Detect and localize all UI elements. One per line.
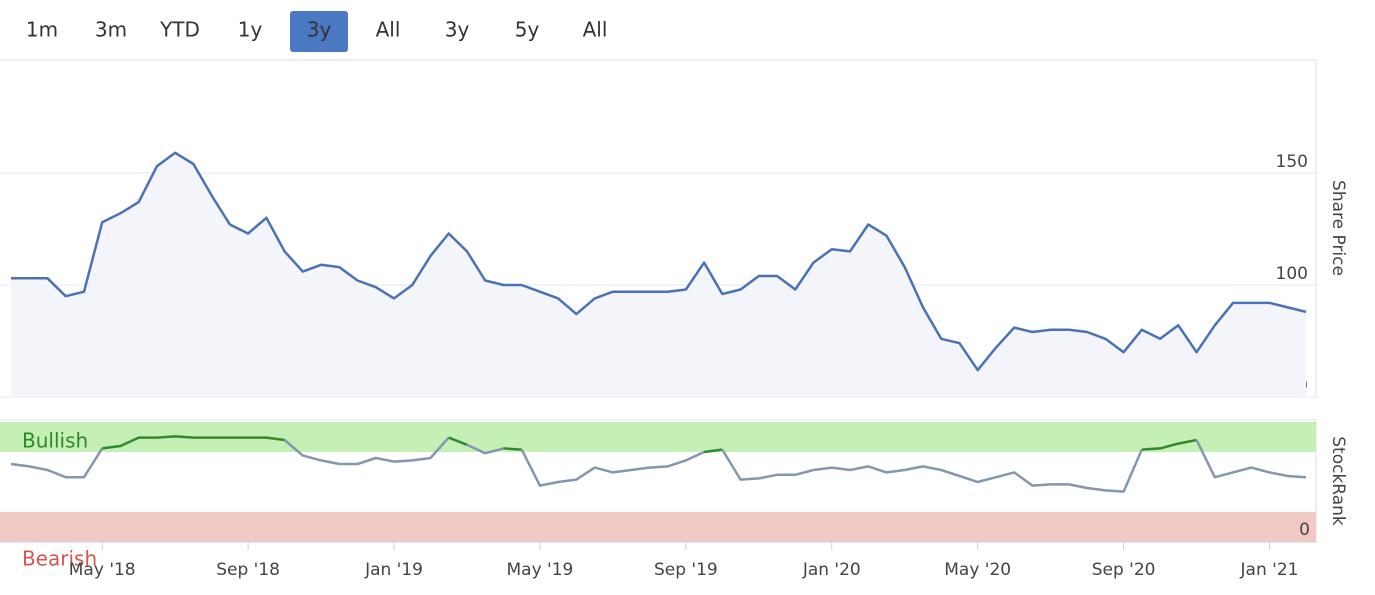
y-axis-title: StockRank xyxy=(1328,436,1348,526)
x-tick-label: May '19 xyxy=(507,560,574,580)
x-tick-label: Jan '20 xyxy=(802,560,861,580)
range-button[interactable]: All xyxy=(583,18,608,42)
band xyxy=(0,512,1316,542)
rank-line-bullish xyxy=(102,435,285,450)
x-tick-label: May '18 xyxy=(69,560,136,580)
rank-line xyxy=(283,436,450,466)
y-axis-title: Share Price xyxy=(1328,180,1348,276)
rank-line xyxy=(466,443,504,455)
rank-line xyxy=(1195,439,1307,479)
band-label: Bearish xyxy=(22,547,97,571)
price-area xyxy=(11,152,1306,397)
x-tick-label: Jan '19 xyxy=(364,560,423,580)
rank-line xyxy=(10,447,104,479)
rank-line-bullish xyxy=(448,436,468,446)
rank-line xyxy=(520,449,705,487)
x-tick-label: Sep '18 xyxy=(216,560,280,580)
band-label: Bullish xyxy=(22,429,88,453)
y-tick-label: 0 xyxy=(1299,520,1310,540)
range-button[interactable]: 3y xyxy=(445,18,470,42)
range-button[interactable]: YTD xyxy=(159,18,200,42)
rank-line-bullish xyxy=(503,447,522,451)
rank-line-bullish xyxy=(703,448,723,454)
x-tick-label: May '20 xyxy=(944,560,1011,580)
range-button[interactable]: 1y xyxy=(238,18,263,42)
y-tick-label: 150 xyxy=(1276,152,1308,172)
y-tick-label: 100 xyxy=(1276,264,1308,284)
range-button[interactable]: 3y xyxy=(307,18,332,42)
range-button[interactable]: All xyxy=(376,18,401,42)
range-button[interactable]: 1m xyxy=(26,18,58,42)
rank-line xyxy=(721,448,1143,493)
price-line xyxy=(11,151,1307,372)
x-tick-label: Sep '19 xyxy=(654,560,718,580)
x-tick-label: Sep '20 xyxy=(1092,560,1156,580)
range-button[interactable]: 3m xyxy=(95,18,127,42)
active-button-bg xyxy=(290,11,348,52)
rank-line-bullish xyxy=(1141,438,1197,451)
range-button[interactable]: 5y xyxy=(515,18,540,42)
x-tick-label: Jan '21 xyxy=(1240,560,1299,580)
